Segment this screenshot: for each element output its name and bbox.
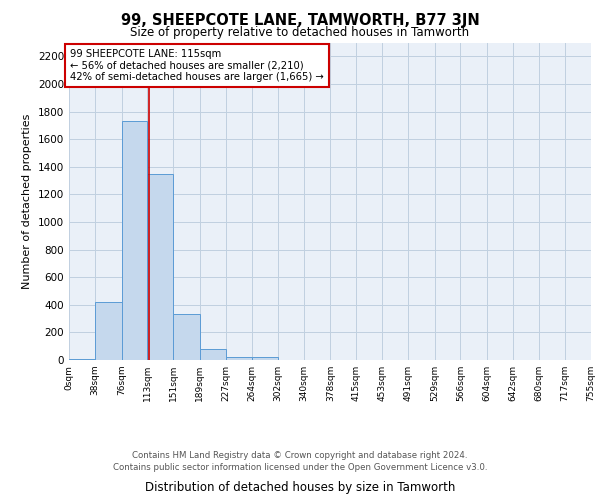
Bar [173, 314, 200, 360]
Bar [200, 349, 226, 360]
Bar [95, 302, 122, 360]
Text: Size of property relative to detached houses in Tamworth: Size of property relative to detached ho… [130, 26, 470, 39]
Bar [147, 174, 173, 360]
Text: 99 SHEEPCOTE LANE: 115sqm
← 56% of detached houses are smaller (2,210)
42% of se: 99 SHEEPCOTE LANE: 115sqm ← 56% of detac… [70, 48, 324, 82]
Bar [251, 357, 278, 360]
Text: Distribution of detached houses by size in Tamworth: Distribution of detached houses by size … [145, 481, 455, 494]
Text: Contains HM Land Registry data © Crown copyright and database right 2024.
Contai: Contains HM Land Registry data © Crown c… [113, 451, 487, 472]
Bar [226, 356, 251, 360]
Y-axis label: Number of detached properties: Number of detached properties [22, 114, 32, 289]
Text: 99, SHEEPCOTE LANE, TAMWORTH, B77 3JN: 99, SHEEPCOTE LANE, TAMWORTH, B77 3JN [121, 12, 479, 28]
Bar [69, 358, 95, 360]
Bar [122, 121, 147, 360]
